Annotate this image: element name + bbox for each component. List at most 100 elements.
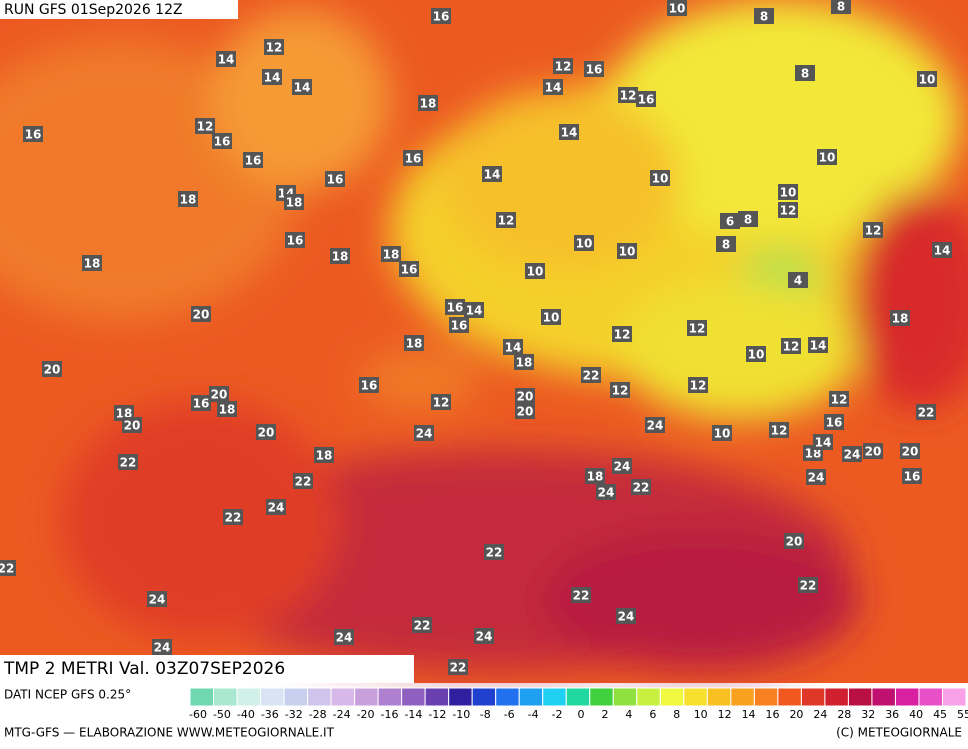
temperature-label: 12: [865, 224, 882, 238]
label-box: [449, 317, 469, 333]
label-box: [932, 242, 952, 258]
label-box: [795, 65, 815, 81]
label-box: [769, 422, 789, 438]
temperature-label: 12: [614, 328, 631, 342]
temperature-label: 18: [406, 337, 423, 351]
temperature-label: 22: [573, 589, 590, 603]
label-box: [191, 306, 211, 322]
temperature-label: 24: [336, 631, 353, 645]
temperature-label: 14: [264, 71, 281, 85]
temperature-label: 16: [451, 319, 468, 333]
colorbar-swatch: [542, 687, 567, 707]
temperature-label: 10: [748, 348, 765, 362]
colorbar-swatch: [683, 687, 708, 707]
temperature-label: 22: [583, 369, 600, 383]
temperature-label: 8: [744, 213, 752, 227]
label-box: [585, 468, 605, 484]
label-box: [610, 382, 630, 398]
temperature-label: 18: [84, 257, 101, 271]
temperature-label: 12: [771, 424, 788, 438]
label-box: [152, 639, 172, 655]
temperature-label: 20: [193, 308, 210, 322]
label-box: [817, 149, 837, 165]
temperature-label: 16: [826, 416, 843, 430]
temperature-label: 22: [414, 619, 431, 633]
label-box: [636, 91, 656, 107]
source: DATI NCEP GFS 0.25°: [4, 688, 131, 702]
temperature-label: 6: [726, 215, 734, 229]
temperature-label: 22: [486, 546, 503, 560]
label-box: [191, 395, 211, 411]
label-box: [596, 484, 616, 500]
temperature-label: 20: [258, 426, 275, 440]
label-box: [216, 51, 236, 67]
colorbar-tick-label: 14: [742, 708, 756, 721]
colorbar-tick-label: 8: [673, 708, 680, 721]
temperature-label: 12: [197, 120, 214, 134]
colorbar-swatch: [565, 687, 591, 707]
label-box: [414, 425, 434, 441]
temperature-label: 20: [517, 405, 534, 419]
colorbar-swatch: [260, 687, 285, 707]
label-box: [217, 401, 237, 417]
label-box: [784, 533, 804, 549]
label-box: [515, 403, 535, 419]
colorbar-swatch: [189, 687, 215, 707]
label-box: [645, 417, 665, 433]
colorbar-swatch: [706, 687, 732, 707]
temperature-label: 22: [633, 481, 650, 495]
temperature-label: 18: [420, 97, 437, 111]
temperature-label: 22: [0, 562, 14, 576]
label-box: [667, 0, 687, 16]
label-box: [42, 361, 62, 377]
label-box: [256, 424, 276, 440]
colorbar-tick-label: -2: [552, 708, 563, 721]
label-box: [223, 509, 243, 525]
temperature-label: 10: [780, 186, 797, 200]
temperature-label: 24: [416, 427, 433, 441]
label-box: [515, 388, 535, 404]
header-box: [0, 0, 238, 19]
label-box: [403, 150, 423, 166]
label-box: [688, 377, 708, 393]
colorbar-tick-label: 16: [766, 708, 780, 721]
temperature-label: 16: [327, 173, 344, 187]
label-box: [122, 417, 142, 433]
colorbar-tick-label: -8: [480, 708, 491, 721]
label-box: [285, 232, 305, 248]
temperature-label: 24: [647, 419, 664, 433]
colorbar-swatch: [448, 687, 473, 707]
label-box: [890, 310, 910, 326]
temperature-label: 24: [598, 486, 615, 500]
temperature-label: 10: [576, 237, 593, 251]
colorbar-swatch: [659, 687, 685, 707]
temperature-label: 24: [808, 471, 825, 485]
colorbar-swatch: [283, 687, 309, 707]
label-box: [23, 126, 43, 142]
temperature-label: 16: [25, 128, 42, 142]
colorbar-tick-label: 55: [957, 708, 968, 721]
temperature-label: 12: [783, 340, 800, 354]
colorbar-swatch: [307, 687, 332, 707]
temperature-label: 16: [405, 152, 422, 166]
label-box: [712, 425, 732, 441]
label-box: [314, 447, 334, 463]
colorbar-tick-label: -10: [452, 708, 470, 721]
label-box: [464, 302, 484, 318]
label-box: [262, 69, 282, 85]
temperature-label: 8: [722, 238, 730, 252]
colorbar-swatch: [824, 687, 849, 707]
label-box: [863, 443, 883, 459]
colorbar-tick-label: 12: [718, 708, 732, 721]
label-box: [813, 434, 833, 450]
label-box: [720, 213, 740, 229]
colorbar-swatch: [518, 687, 544, 707]
temperature-label: 4: [794, 274, 802, 288]
label-box: [738, 211, 758, 227]
label-box: [514, 354, 534, 370]
temperature-label: 20: [865, 445, 882, 459]
label-box: [574, 235, 594, 251]
copyright: (C) METEOGIORNALE: [836, 726, 962, 740]
temperature-label: 14: [545, 81, 562, 95]
